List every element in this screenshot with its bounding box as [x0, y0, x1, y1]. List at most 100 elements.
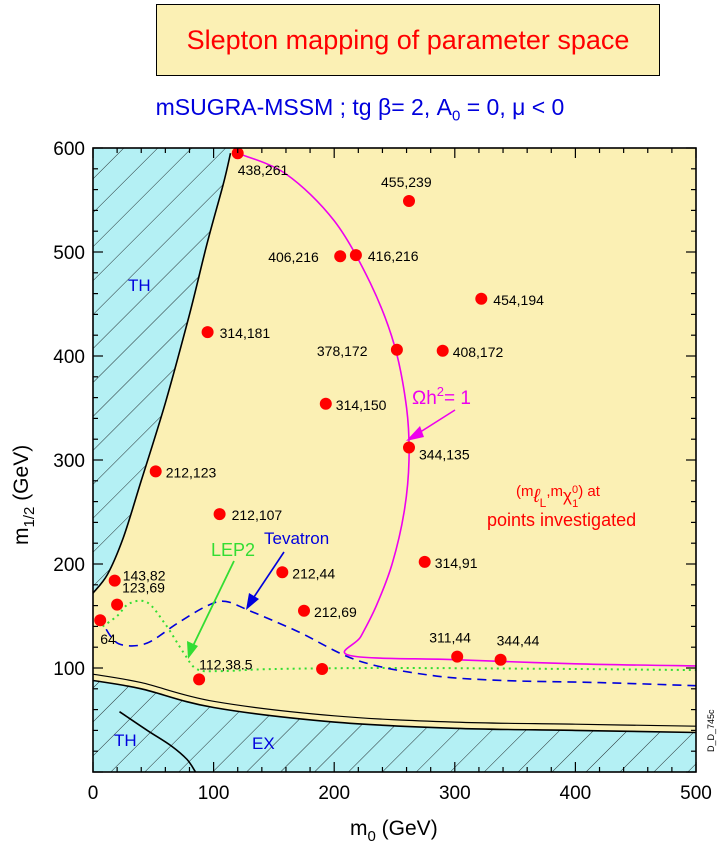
point-label: 438,261: [238, 162, 289, 178]
lep2-arrow-head: [187, 641, 198, 659]
th-boundary-lower: [119, 711, 197, 772]
omega-label-main: Ωh: [412, 388, 437, 409]
point-label: 416,216: [368, 248, 419, 264]
ex-label: EX: [252, 734, 275, 753]
y-tick-label: 200: [53, 555, 85, 576]
data-point: [403, 441, 415, 454]
y-tick-label: 400: [53, 347, 85, 368]
y-axis-label: m1/2 (GeV): [10, 445, 38, 545]
point-label: 406,216: [268, 249, 319, 265]
data-point: [213, 508, 226, 521]
y-axis-label-sub: 1/2: [21, 507, 38, 528]
data-point: [231, 148, 244, 160]
y-tick-label: 500: [53, 243, 85, 264]
tevatron-annotation: Tevatron: [246, 529, 329, 610]
point-label: 212,107: [232, 507, 283, 523]
point-label: 454,194: [493, 292, 544, 308]
legend-l: ℓ: [533, 486, 541, 507]
legend-pre: (m: [516, 483, 534, 500]
data-point: [149, 465, 162, 478]
legend-chi-sup: 0: [572, 484, 578, 496]
point-label: 314,91: [435, 555, 478, 571]
point-label: 112,38.5: [199, 656, 253, 672]
x-axis-label-sub: 0: [368, 828, 376, 844]
lep2-arrow-line: [191, 560, 235, 649]
omega-annotation: Ωh2= 1: [406, 384, 471, 441]
point-label: 123,69: [122, 580, 165, 596]
data-point: [319, 397, 332, 410]
chart-title: Slepton mapping of parameter space: [186, 24, 630, 55]
subtitle-sub: 0: [451, 107, 461, 125]
point-label: 344,135: [419, 447, 470, 463]
point-labels-layer: 438,261 455,239 406,216 416,216 454,194 314,1…: [100, 162, 544, 672]
legend-line1: (mℓL,mχ0 1) at: [516, 483, 601, 510]
omega-label-post: = 1: [444, 388, 471, 409]
ex-boundary-inner: [93, 673, 696, 727]
ticks-layer: 0 100 200 300 400 500 100 200 300 400 500 600: [53, 139, 712, 804]
legend-chi: χ: [563, 486, 572, 505]
data-point: [111, 598, 124, 611]
point-label: 212,44: [292, 565, 335, 581]
omega-arrow-head: [406, 426, 424, 441]
point-label: 212,123: [166, 464, 217, 480]
x-tick-label: 200: [318, 783, 350, 804]
y-tick-label: 600: [53, 139, 85, 160]
data-point: [298, 604, 310, 617]
data-point: [418, 555, 431, 568]
point-label: 143,82: [123, 568, 166, 584]
data-point: [475, 292, 488, 305]
point-label: 408,172: [453, 344, 504, 360]
legend-l-sub: L: [540, 496, 547, 510]
th-label-upper: TH: [128, 276, 151, 295]
point-label: 212,69: [314, 604, 357, 620]
data-point: [349, 249, 362, 262]
figure-code: D_D_745c: [706, 709, 716, 752]
data-point: [94, 614, 107, 627]
x-axis-label-main: m: [350, 817, 368, 840]
th-excluded-region-upper: [93, 148, 231, 594]
subtitle-pre: mSUGRA-MSSM ; tg β= 2, A: [155, 94, 452, 120]
y-axis-label-unit: (GeV): [10, 445, 33, 507]
legend-chi-sub: 1: [572, 498, 578, 510]
data-point: [334, 250, 347, 263]
x-tick-label: 300: [439, 783, 471, 804]
tevatron-arrow-head: [246, 593, 259, 610]
x-tick-label: 400: [560, 783, 592, 804]
omega-label: Ωh2= 1: [412, 384, 471, 409]
data-point: [494, 653, 507, 666]
point-label: 344,44: [497, 633, 540, 649]
data-point: [201, 326, 214, 339]
data-point: [276, 566, 289, 579]
x-axis-label: m0 (GeV): [350, 817, 438, 844]
title-box: Slepton mapping of parameter space: [156, 4, 660, 76]
data-point: [451, 650, 464, 663]
legend-line2: points investigated: [487, 510, 636, 530]
point-label: 64: [100, 631, 116, 647]
point-label: 314,181: [220, 325, 271, 341]
x-tick-label: 500: [680, 783, 712, 804]
x-tick-label: 0: [88, 783, 99, 804]
points-legend: (mℓL,mχ0 1) at points investigated: [487, 483, 636, 530]
point-label: 455,239: [381, 174, 432, 190]
tevatron-arrow-line: [251, 551, 285, 601]
data-point: [403, 195, 415, 207]
data-point: [436, 344, 449, 357]
subtitle-post: = 0, μ < 0: [460, 94, 565, 120]
data-point: [193, 673, 206, 686]
legend-post: ) at: [578, 483, 601, 500]
point-label: 314,150: [336, 397, 387, 413]
y-tick-label: 300: [53, 451, 85, 472]
y-tick-label: 100: [53, 659, 85, 680]
omega-label-sup: 2: [437, 384, 444, 399]
lep2-label: LEP2: [211, 540, 255, 560]
point-label: 311,44: [429, 630, 471, 646]
point-label: 378,172: [317, 343, 368, 359]
data-point: [390, 343, 403, 356]
chart-subtitle: mSUGRA-MSSM ; tg β= 2, A0 = 0, μ < 0: [0, 94, 720, 125]
y-axis-label-main: m: [10, 528, 33, 546]
th-label-lower: TH: [114, 731, 137, 750]
ex-boundary: [93, 679, 696, 734]
lep2-annotation: LEP2: [187, 540, 255, 659]
points-layer: [94, 148, 507, 686]
